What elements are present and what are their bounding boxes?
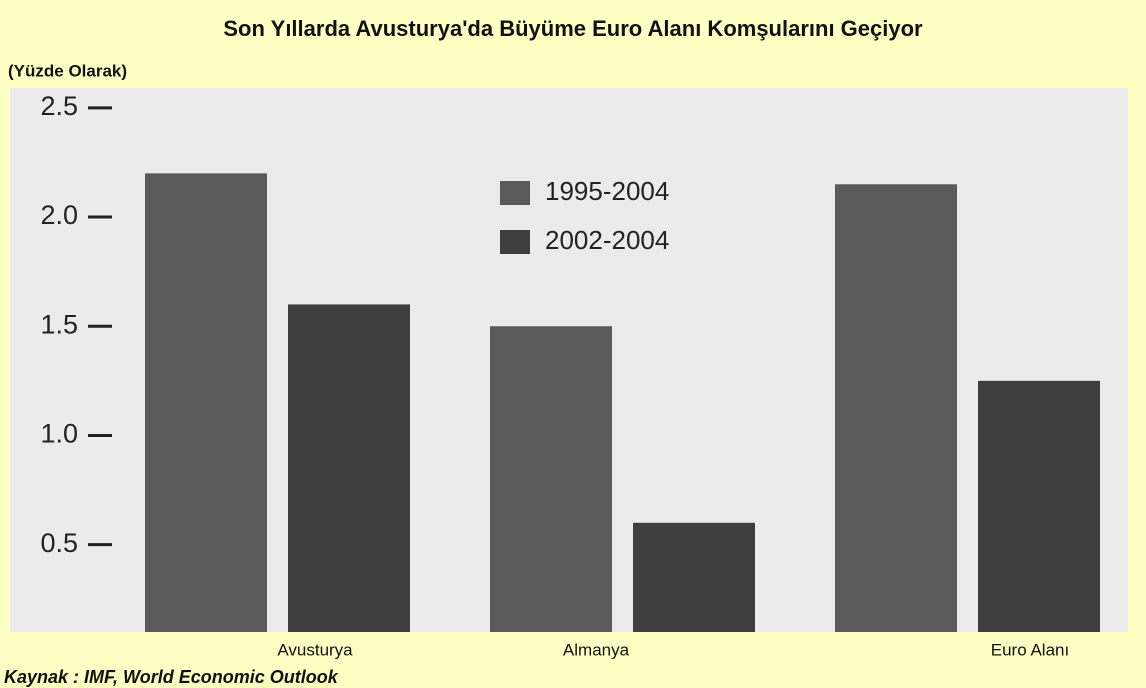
legend-swatch bbox=[500, 181, 530, 205]
bar bbox=[978, 380, 1100, 632]
legend-swatch bbox=[500, 230, 530, 254]
bar bbox=[145, 173, 267, 633]
x-tick-label: Almanya bbox=[563, 640, 630, 659]
bar bbox=[288, 304, 410, 632]
bar bbox=[835, 184, 957, 632]
y-tick-label: 1.0 bbox=[40, 419, 78, 449]
chart-title: Son Yıllarda Avusturya'da Büyüme Euro Al… bbox=[223, 16, 923, 41]
legend-label: 1995-2004 bbox=[545, 176, 669, 206]
y-tick-label: 0.5 bbox=[40, 528, 78, 558]
x-tick-label: Euro Alanı bbox=[991, 640, 1069, 659]
chart-subtitle: (Yüzde Olarak) bbox=[8, 61, 127, 80]
bar bbox=[490, 326, 612, 632]
source: Kaynak : IMF, World Economic Outlook bbox=[4, 667, 339, 687]
legend-label: 2002-2004 bbox=[545, 225, 669, 255]
y-tick-label: 1.5 bbox=[40, 309, 78, 339]
y-tick-label: 2.0 bbox=[40, 200, 78, 230]
y-tick-label: 2.5 bbox=[40, 91, 78, 121]
bar bbox=[633, 522, 755, 632]
x-tick-label: Avusturya bbox=[277, 640, 353, 659]
